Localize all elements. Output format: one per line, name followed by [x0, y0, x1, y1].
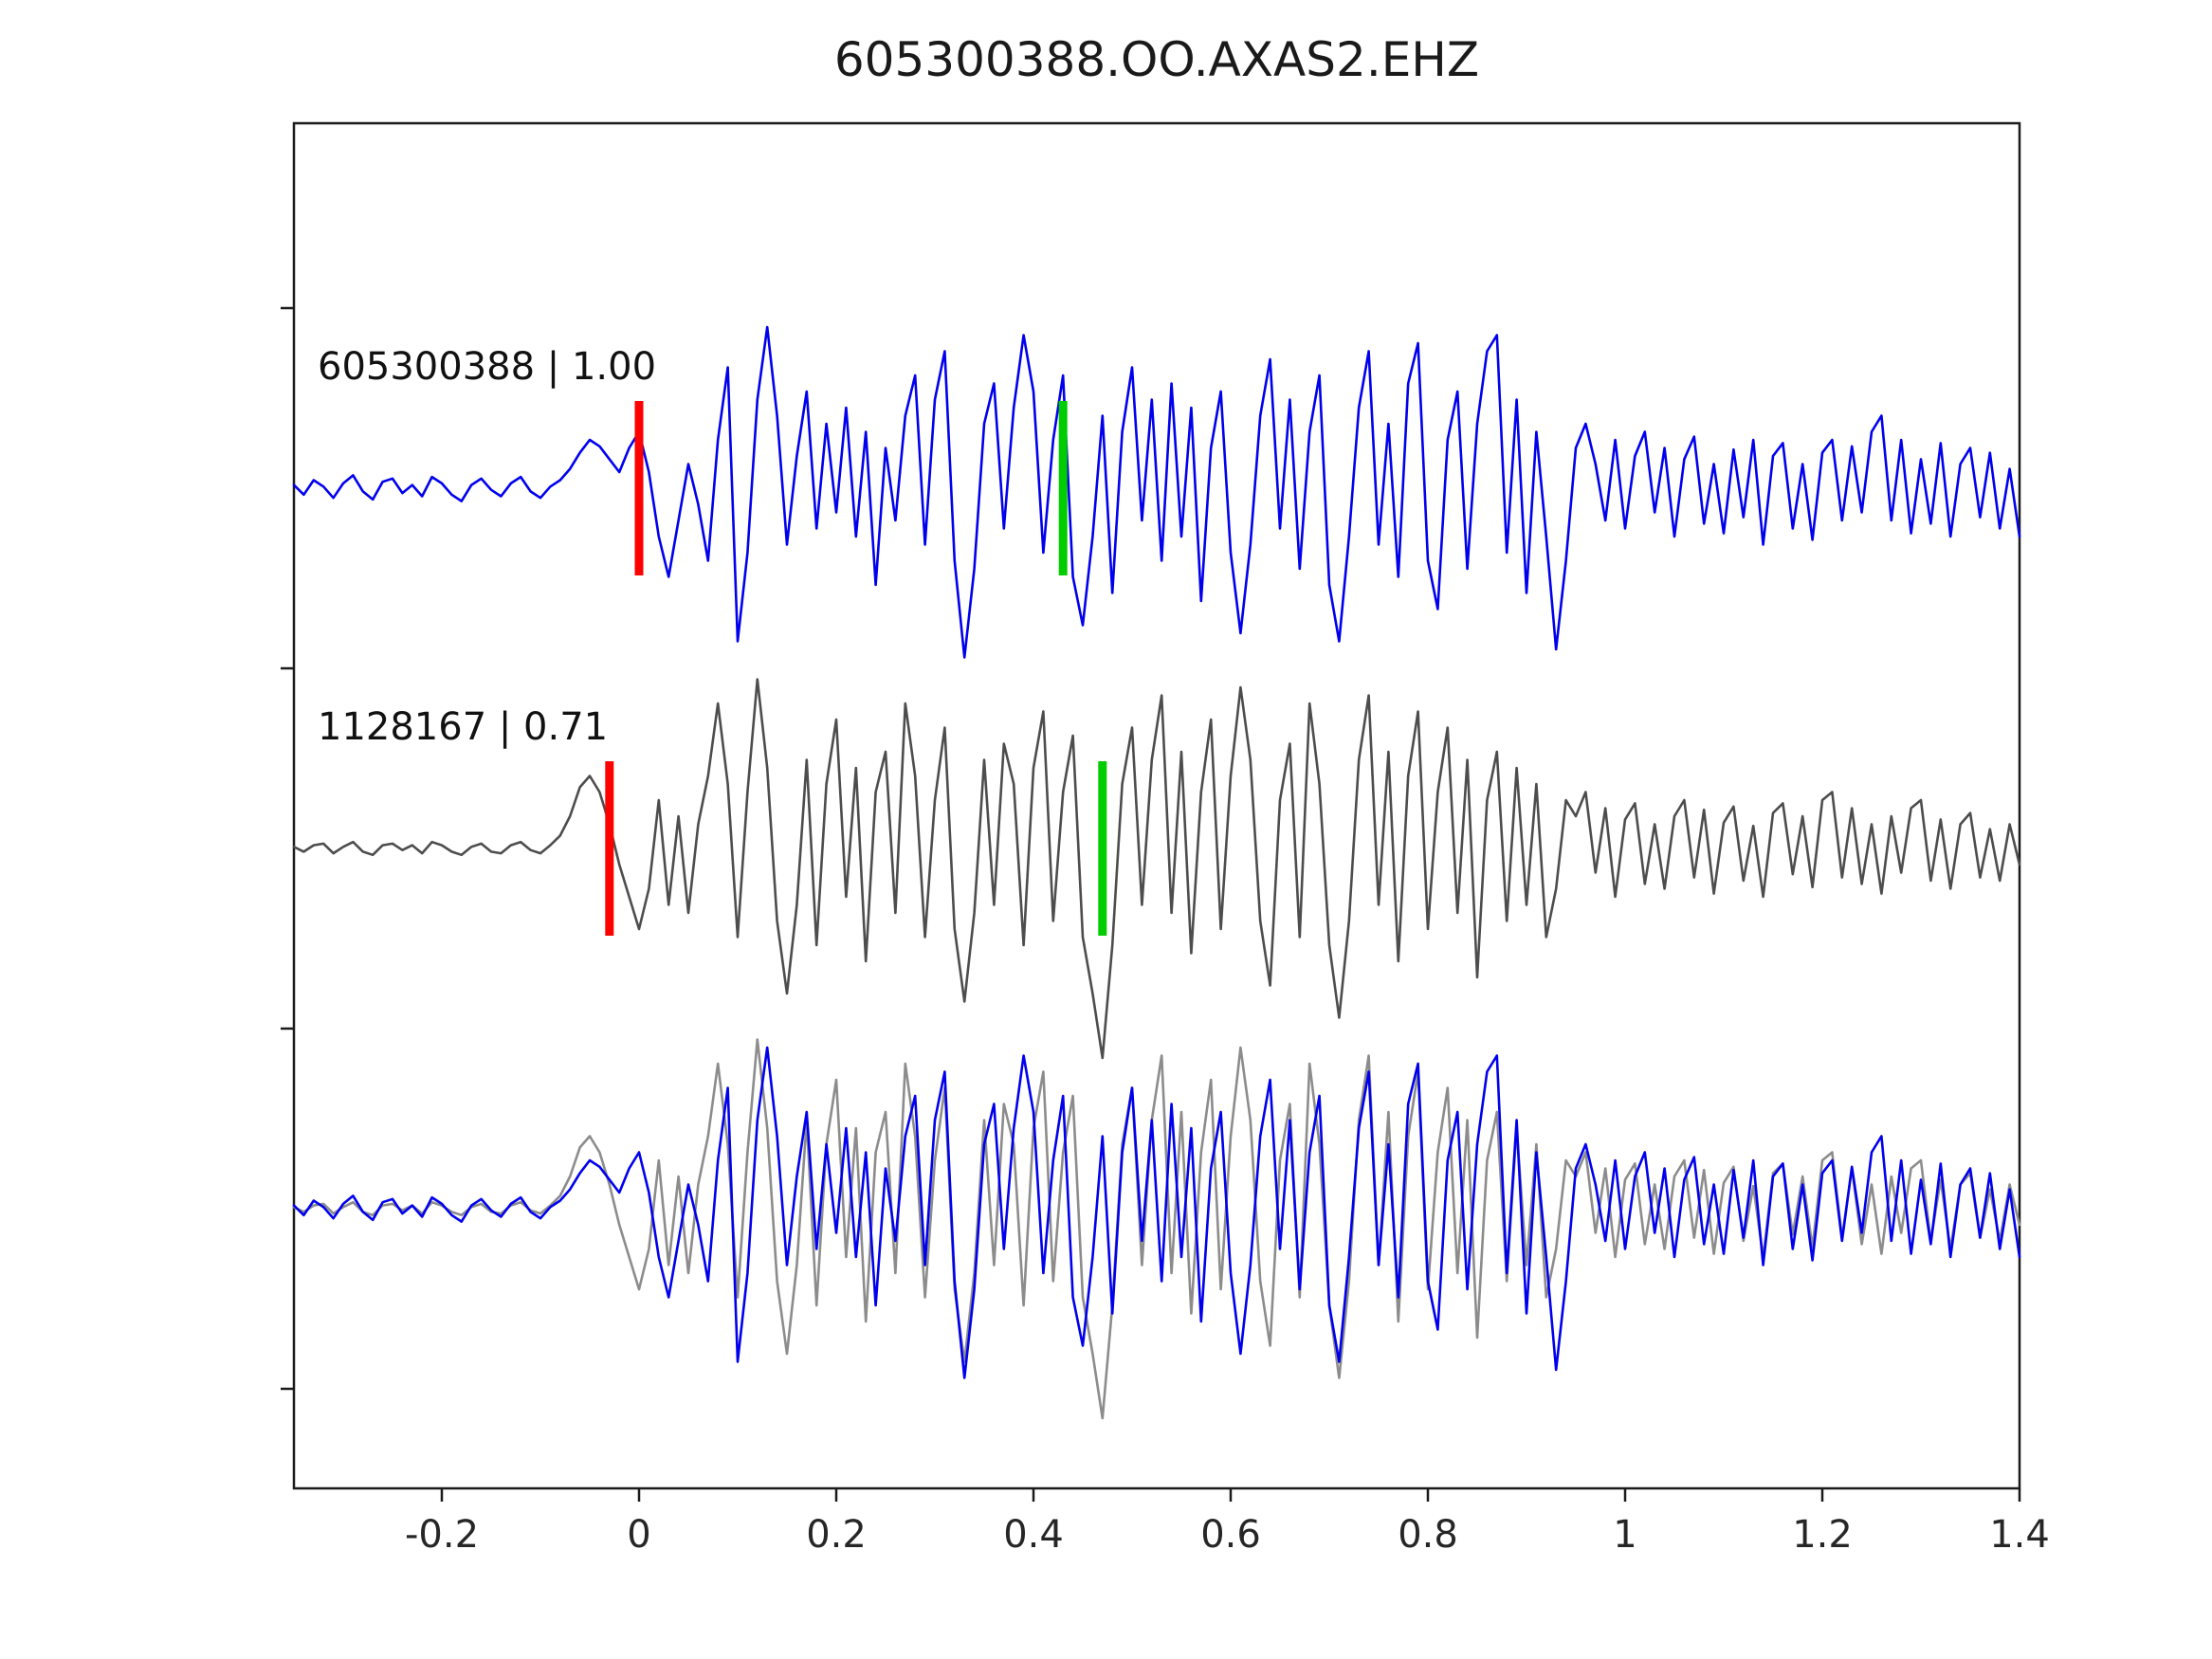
- overlay-traces-waveform: [292, 1046, 2021, 1379]
- candidate-trace-label: 1128167 | 0.71: [318, 705, 608, 749]
- x-tick-label: 0.4: [1003, 1513, 1064, 1557]
- x-tick-label: 0: [627, 1513, 650, 1557]
- x-tick-label: 1.2: [1792, 1513, 1853, 1557]
- candidate-trace-waveform: [292, 678, 2021, 1060]
- x-tick-label: 0.8: [1398, 1513, 1458, 1557]
- x-tick-label: 1: [1613, 1513, 1636, 1557]
- axes-box: [292, 121, 2021, 1490]
- x-tick-label: 1.4: [1989, 1513, 2050, 1557]
- plot-content: -0.2 0 0.2 0.4 0.6 0.8 1 1.2 1.4 605300388 | 1.00…: [281, 121, 2050, 1557]
- x-tick-label: 0.6: [1200, 1513, 1261, 1557]
- x-tick-label: -0.2: [405, 1513, 479, 1557]
- template-trace-waveform: [292, 325, 2021, 659]
- template-trace-label: 605300388 | 1.00: [318, 345, 656, 389]
- overlay-traces-waveform: [292, 1038, 2021, 1420]
- plot-title: 605300388.OO.AXAS2.EHZ: [834, 32, 1479, 87]
- x-tick-label: 0.2: [806, 1513, 867, 1557]
